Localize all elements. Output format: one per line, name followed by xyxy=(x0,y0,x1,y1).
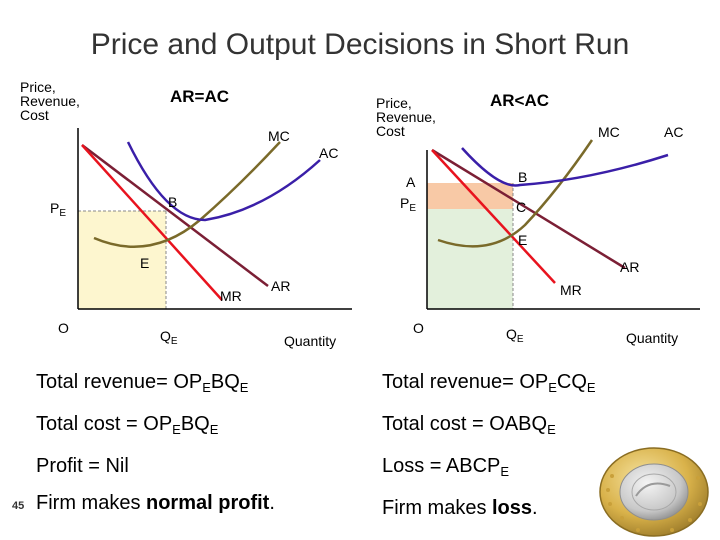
left-ac-label: AC xyxy=(319,145,338,161)
right-x-axis-title: Quantity xyxy=(626,330,678,346)
right-shade-loss xyxy=(427,183,513,209)
right-mr-label: MR xyxy=(560,282,582,298)
left-ar-curve xyxy=(81,144,269,287)
right-mc-curve xyxy=(437,139,594,248)
left-summary-line-profit: Profit = Nil xyxy=(36,455,129,477)
right-summary-line-cost: Total cost = OABQE xyxy=(382,413,556,437)
left-summary-line-cost: Total cost = OPEBQE xyxy=(36,413,219,437)
right-summary-line-loss: Loss = ABCPE xyxy=(382,455,510,479)
left-shade-total-revenue xyxy=(78,211,166,309)
left-y-title-line3: Cost xyxy=(20,107,49,123)
right-ar-label: AR xyxy=(620,259,639,275)
left-ar-label: AR xyxy=(271,278,290,294)
right-ar-curve xyxy=(431,148,626,270)
left-y-title-line2: Revenue, xyxy=(20,93,80,109)
right-summary-line-conclusion: Firm makes loss. xyxy=(382,497,538,519)
right-shade-total-revenue xyxy=(427,209,513,309)
left-qe-label: QE xyxy=(160,328,178,347)
right-origin-label: O xyxy=(413,320,424,336)
right-mc-label: MC xyxy=(598,124,620,140)
page-title: Price and Output Decisions in Short Run xyxy=(90,28,630,61)
left-b-label: B xyxy=(168,194,177,210)
page-number: 45 xyxy=(12,500,25,512)
left-graph: Price, Revenue, Cost AR=AC MC AC B PE E … xyxy=(20,79,352,349)
left-mr-label: MR xyxy=(220,288,242,304)
left-y-title-line1: Price, xyxy=(20,79,56,95)
right-b-label: B xyxy=(518,169,527,185)
right-mr-curve xyxy=(431,149,556,284)
right-summary: Total revenue= OPECQE Total cost = OABQE… xyxy=(382,364,596,527)
right-graph: Price, Revenue, Cost AR<AC MC AC A B PE … xyxy=(376,91,700,346)
left-ac-curve xyxy=(126,141,321,222)
right-y-title-line3: Cost xyxy=(376,123,405,139)
right-summary-line-revenue: Total revenue= OPECQE xyxy=(382,371,596,395)
euro-coin-icon xyxy=(599,447,709,537)
left-mr-curve xyxy=(81,144,223,301)
right-pe-label: PE xyxy=(400,195,416,214)
left-summary-line-conclusion: Firm makes normal profit. xyxy=(36,492,275,514)
right-graph-header: AR<AC xyxy=(490,91,549,110)
right-ac-curve xyxy=(461,147,669,187)
left-graph-header: AR=AC xyxy=(170,87,229,106)
right-y-title-line2: Revenue, xyxy=(376,109,436,125)
right-e-label: E xyxy=(518,232,527,248)
right-a-label: A xyxy=(406,174,416,190)
left-summary: Total revenue= OPEBQE Total cost = OPEBQ… xyxy=(36,364,275,522)
left-mc-label: MC xyxy=(268,128,290,144)
right-y-title-line1: Price, xyxy=(376,95,412,111)
left-pe-label: PE xyxy=(50,200,66,219)
left-x-axis-title: Quantity xyxy=(284,333,336,349)
right-qe-label: QE xyxy=(506,326,524,345)
right-c-label: C xyxy=(516,199,526,215)
left-origin-label: O xyxy=(58,320,69,336)
right-ac-label: AC xyxy=(664,124,683,140)
left-summary-line-revenue: Total revenue= OPEBQE xyxy=(36,371,249,395)
left-e-label: E xyxy=(140,255,149,271)
